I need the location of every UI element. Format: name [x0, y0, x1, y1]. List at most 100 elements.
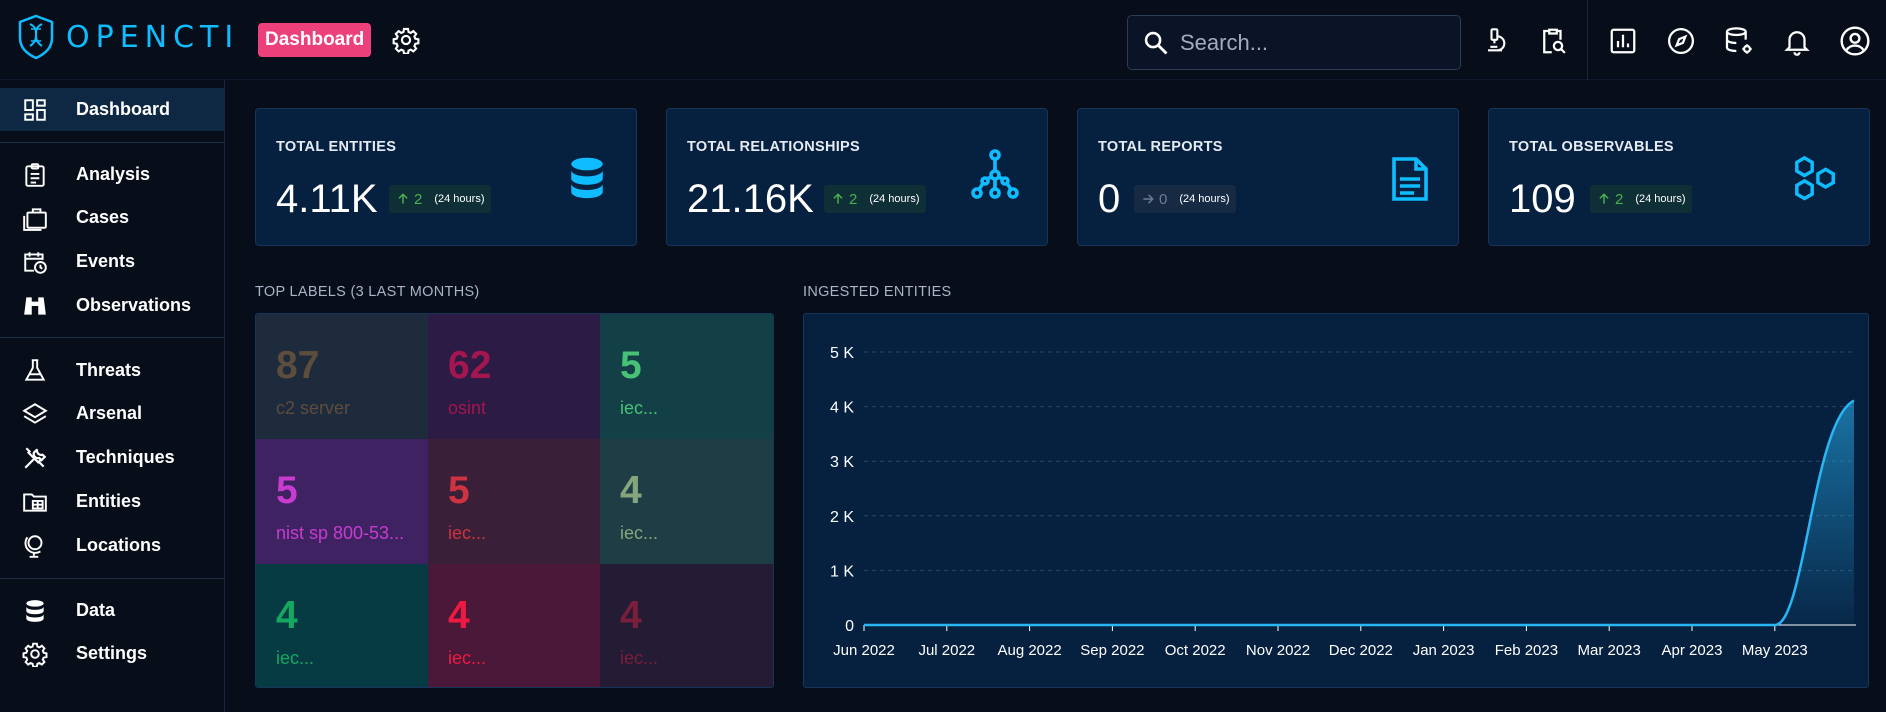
sidebar-item-events[interactable]: Events [0, 240, 224, 283]
tools-icon [24, 447, 47, 469]
label-name: osint [448, 398, 487, 418]
label-name: iec... [620, 398, 659, 418]
database-cog-icon [1725, 27, 1752, 54]
delta-badge: 0 (24 hours) [1134, 185, 1237, 213]
graph-icon [971, 149, 1019, 199]
cog-icon [22, 642, 48, 667]
card-value: 109 [1509, 177, 1576, 221]
y-tick-label: 0 [845, 618, 854, 635]
label-name: iec... [620, 648, 659, 668]
view-dashboard-icon [24, 99, 46, 121]
label-name: iec... [620, 523, 659, 543]
flask-icon [24, 359, 46, 381]
top-bar: OPENCTI Dashboard [0, 0, 1886, 80]
label-tile[interactable]: 62 osint [428, 314, 600, 439]
card-title: TOTAL RELATIONSHIPS [687, 139, 860, 155]
series-area [864, 400, 1854, 625]
card-value: 4.11K [276, 177, 378, 221]
opencti-logo-icon [18, 14, 54, 60]
ingested-entities-chart: 0 1 K 2 K 3 K 4 K 5 K Jun 2022 Jul 2022 Aug 2022… [803, 313, 1869, 688]
database-icon [26, 600, 44, 622]
sidebar-item-data[interactable]: Data [0, 589, 224, 632]
label-count: 4 [276, 594, 298, 637]
label-tile[interactable]: 5 iec... [600, 314, 773, 439]
explore-button[interactable] [1664, 24, 1698, 58]
sidebar-item-arsenal[interactable]: Arsenal [0, 392, 224, 435]
sidebar-item-locations[interactable]: Locations [0, 524, 224, 567]
delta-badge: 2 (24 hours) [824, 185, 927, 213]
delta-value: 2 [1615, 190, 1624, 208]
card-value: 0 [1098, 177, 1121, 221]
search-bar[interactable] [1127, 15, 1461, 70]
x-tick-label: Jul 2022 [918, 642, 975, 659]
label-count: 5 [620, 344, 642, 387]
label-count: 62 [448, 344, 492, 387]
clipboard-search-icon [1543, 28, 1566, 54]
x-tick-label: Jun 2022 [833, 642, 895, 659]
sidebar-item-cases[interactable]: Cases [0, 196, 224, 239]
arrow-up-icon [1599, 193, 1609, 204]
delta-period: (24 hours) [434, 193, 485, 205]
sidebar-item-analysis[interactable]: Analysis [0, 153, 224, 196]
y-tick-label: 5 K [830, 345, 854, 362]
data-management-button[interactable] [1722, 24, 1756, 58]
sidebar-item-label: Analysis [76, 164, 151, 184]
binoculars-icon [24, 297, 46, 315]
y-tick-label: 2 K [830, 509, 854, 526]
label-count: 4 [620, 594, 642, 637]
sidebar-item-entities[interactable]: Entities [0, 480, 224, 523]
dashboards-button[interactable] [1606, 24, 1640, 58]
notifications-button[interactable] [1780, 24, 1814, 58]
label-tile[interactable]: 4 iec... [428, 564, 600, 687]
chart-title: INGESTED ENTITIES [803, 284, 952, 300]
label-name: iec... [448, 523, 487, 543]
label-tile[interactable]: 4 iec... [600, 439, 773, 564]
sidebar-item-settings[interactable]: Settings [0, 632, 224, 675]
search-input[interactable] [1180, 29, 1440, 56]
label-name: nist sp 800-53... [276, 523, 405, 543]
arrow-up-icon [833, 193, 843, 204]
gear-icon [392, 27, 420, 54]
label-count: 87 [276, 344, 320, 387]
sidebar-item-threats[interactable]: Threats [0, 349, 224, 392]
x-tick-label: Dec 2022 [1329, 642, 1393, 659]
sidebar: Dashboard Analysis Cases Events Observat… [0, 80, 225, 712]
sidebar-item-dashboard[interactable]: Dashboard [0, 88, 224, 131]
label-tile[interactable]: 5 iec... [428, 439, 600, 564]
sidebar-item-label: Observations [76, 295, 192, 315]
profile-button[interactable] [1838, 24, 1872, 58]
label-name: iec... [448, 648, 487, 668]
database-icon [571, 157, 603, 199]
label-count: 4 [620, 469, 642, 512]
label-tile[interactable]: 87 c2 server [256, 314, 428, 439]
delta-value: 2 [849, 190, 858, 208]
sidebar-item-techniques[interactable]: Techniques [0, 436, 224, 479]
top-labels-grid: 87 c2 server 62 osint 5 iec... 5 nist sp… [255, 313, 774, 688]
label-tile[interactable]: 4 iec... [256, 564, 428, 687]
investigations-button[interactable] [1478, 24, 1512, 58]
sidebar-item-label: Cases [76, 207, 130, 227]
card-total-observables: TOTAL OBSERVABLES 109 2 (24 hours) [1488, 108, 1870, 246]
microscope-icon [1488, 28, 1506, 52]
delta-value: 2 [414, 190, 423, 208]
chart-box-icon [1610, 28, 1636, 54]
x-tick-label: Feb 2023 [1495, 642, 1558, 659]
card-total-relationships: TOTAL RELATIONSHIPS 21.16K 2 (24 hours) [666, 108, 1048, 246]
card-total-reports: TOTAL REPORTS 0 0 (24 hours) [1077, 108, 1459, 246]
logo-text: OPENCTI [66, 19, 240, 55]
reports-search-button[interactable] [1536, 24, 1570, 58]
dashboard-settings-button[interactable] [392, 26, 420, 54]
logo[interactable]: OPENCTI [16, 14, 239, 60]
label-name: c2 server [276, 398, 351, 418]
sidebar-divider [0, 337, 224, 338]
label-tile[interactable]: 5 nist sp 800-53... [256, 439, 428, 564]
label-tile[interactable]: 4 iec... [600, 564, 773, 687]
arrow-up-icon [398, 193, 408, 204]
globe-model-icon [24, 535, 43, 558]
hexagon-multiple-icon [1795, 155, 1835, 201]
label-count: 5 [448, 469, 470, 512]
y-tick-label: 3 K [830, 454, 854, 471]
sidebar-item-label: Dashboard [76, 99, 171, 119]
top-labels-title: TOP LABELS (3 LAST MONTHS) [255, 284, 480, 300]
sidebar-item-observations[interactable]: Observations [0, 284, 224, 327]
